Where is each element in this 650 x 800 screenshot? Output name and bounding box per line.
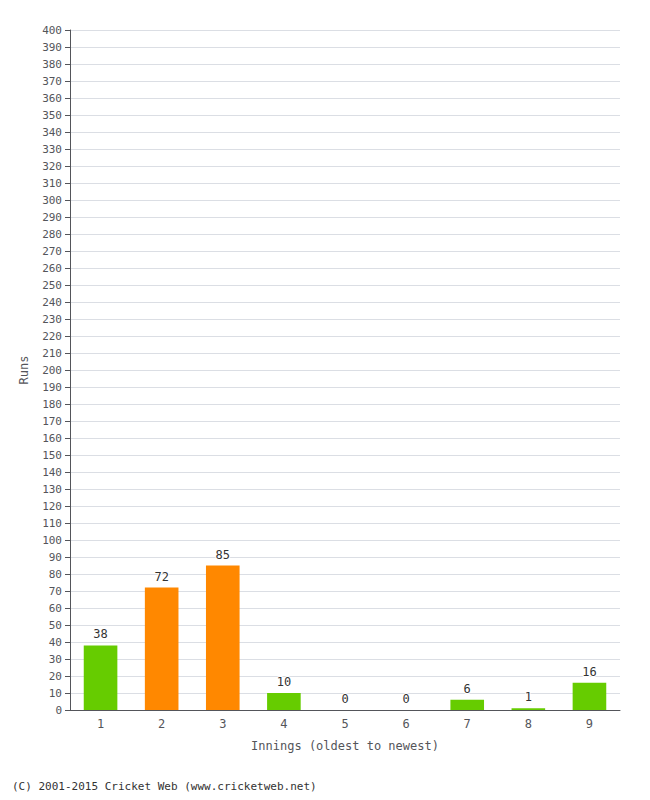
svg-text:3: 3 (219, 717, 226, 731)
svg-text:6: 6 (464, 682, 471, 696)
svg-text:210: 210 (42, 347, 62, 360)
svg-text:30: 30 (49, 653, 62, 666)
svg-text:100: 100 (42, 534, 62, 547)
svg-text:380: 380 (42, 58, 62, 71)
svg-text:330: 330 (42, 143, 62, 156)
svg-text:38: 38 (93, 627, 107, 641)
svg-text:400: 400 (42, 24, 62, 37)
svg-text:350: 350 (42, 109, 62, 122)
svg-text:90: 90 (49, 551, 62, 564)
svg-text:1: 1 (97, 717, 104, 731)
svg-text:0: 0 (55, 704, 62, 717)
svg-text:370: 370 (42, 75, 62, 88)
svg-text:7: 7 (464, 717, 471, 731)
svg-text:200: 200 (42, 364, 62, 377)
svg-text:9: 9 (586, 717, 593, 731)
svg-text:10: 10 (49, 687, 62, 700)
svg-text:5: 5 (341, 717, 348, 731)
svg-text:300: 300 (42, 194, 62, 207)
svg-text:0: 0 (341, 692, 348, 706)
svg-text:2: 2 (158, 717, 165, 731)
svg-text:170: 170 (42, 415, 62, 428)
svg-text:260: 260 (42, 262, 62, 275)
svg-text:1: 1 (525, 690, 532, 704)
svg-text:40: 40 (49, 636, 62, 649)
svg-text:290: 290 (42, 211, 62, 224)
svg-text:320: 320 (42, 160, 62, 173)
svg-text:340: 340 (42, 126, 62, 139)
svg-text:0: 0 (402, 692, 409, 706)
svg-text:120: 120 (42, 500, 62, 513)
svg-text:Innings (oldest to newest): Innings (oldest to newest) (251, 739, 439, 753)
svg-text:220: 220 (42, 330, 62, 343)
svg-text:360: 360 (42, 92, 62, 105)
svg-text:72: 72 (154, 570, 168, 584)
svg-text:130: 130 (42, 483, 62, 496)
svg-text:160: 160 (42, 432, 62, 445)
svg-text:10: 10 (277, 675, 291, 689)
svg-text:240: 240 (42, 296, 62, 309)
svg-text:390: 390 (42, 41, 62, 54)
svg-text:50: 50 (49, 619, 62, 632)
svg-text:150: 150 (42, 449, 62, 462)
svg-text:4: 4 (280, 717, 287, 731)
svg-text:70: 70 (49, 585, 62, 598)
svg-text:250: 250 (42, 279, 62, 292)
svg-text:(C) 2001-2015 Cricket Web (www: (C) 2001-2015 Cricket Web (www.cricketwe… (12, 780, 317, 793)
svg-text:16: 16 (582, 665, 596, 679)
svg-text:180: 180 (42, 398, 62, 411)
svg-text:270: 270 (42, 245, 62, 258)
svg-text:110: 110 (42, 517, 62, 530)
svg-text:20: 20 (49, 670, 62, 683)
svg-text:60: 60 (49, 602, 62, 615)
svg-text:8: 8 (525, 717, 532, 731)
svg-text:140: 140 (42, 466, 62, 479)
svg-text:80: 80 (49, 568, 62, 581)
svg-text:6: 6 (402, 717, 409, 731)
svg-text:230: 230 (42, 313, 62, 326)
svg-text:190: 190 (42, 381, 62, 394)
svg-text:280: 280 (42, 228, 62, 241)
svg-text:Runs: Runs (17, 356, 31, 385)
svg-text:310: 310 (42, 177, 62, 190)
svg-text:85: 85 (216, 548, 230, 562)
